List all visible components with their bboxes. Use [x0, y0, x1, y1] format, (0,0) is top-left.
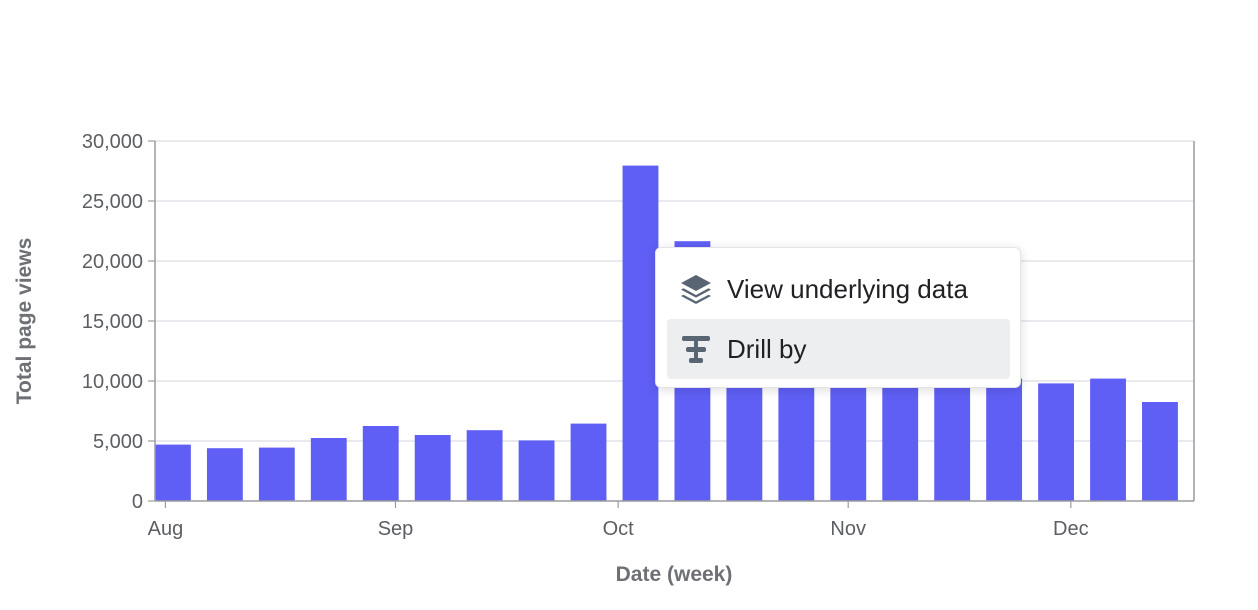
x-tick-label: Sep: [378, 518, 414, 540]
drill-by-label: Drill by: [727, 333, 807, 364]
y-tick-label: 25,000: [82, 191, 143, 213]
y-tick-label: 0: [132, 491, 143, 513]
x-axis-title: Date (week): [616, 563, 733, 586]
bar[interactable]: [414, 435, 451, 501]
x-tick-label: Oct: [603, 518, 635, 540]
x-tick-label: Nov: [830, 518, 866, 540]
bar[interactable]: [570, 423, 607, 501]
y-tick-label: 5,000: [93, 431, 143, 453]
bar[interactable]: [258, 447, 295, 501]
context-menu: View underlying data Drill by: [655, 247, 1021, 388]
bar[interactable]: [1038, 383, 1074, 501]
bar[interactable]: [155, 444, 191, 501]
y-axis-ticks: 0 5,000 10,000 15,000 20,000 25,000 30,000: [82, 131, 155, 513]
x-axis-ticks: Aug Sep Oct Nov Dec: [148, 501, 1089, 540]
bar[interactable]: [362, 426, 399, 501]
bar[interactable]: [622, 165, 659, 501]
bar[interactable]: [1090, 378, 1126, 501]
bar[interactable]: [986, 378, 1023, 501]
x-tick-label: Dec: [1053, 518, 1089, 540]
x-tick-label: Aug: [148, 518, 184, 540]
bar[interactable]: [310, 438, 347, 501]
bar[interactable]: [206, 448, 243, 501]
view-underlying-data-label: View underlying data: [727, 273, 968, 304]
drill-by-menu-item[interactable]: Drill by: [667, 319, 1010, 379]
bar[interactable]: [934, 366, 971, 501]
drill-icon: [679, 332, 713, 366]
bar[interactable]: [466, 430, 503, 501]
y-tick-label: 15,000: [82, 311, 143, 333]
bar[interactable]: [518, 440, 555, 501]
y-tick-label: 20,000: [82, 251, 143, 273]
y-axis-title: Total page views: [13, 238, 36, 405]
y-tick-label: 30,000: [82, 131, 143, 153]
bars: [155, 165, 1178, 501]
bar[interactable]: [1142, 402, 1178, 501]
view-underlying-data-menu-item[interactable]: View underlying data: [667, 259, 1010, 319]
layers-icon: [679, 272, 713, 306]
y-tick-label: 10,000: [82, 371, 143, 393]
